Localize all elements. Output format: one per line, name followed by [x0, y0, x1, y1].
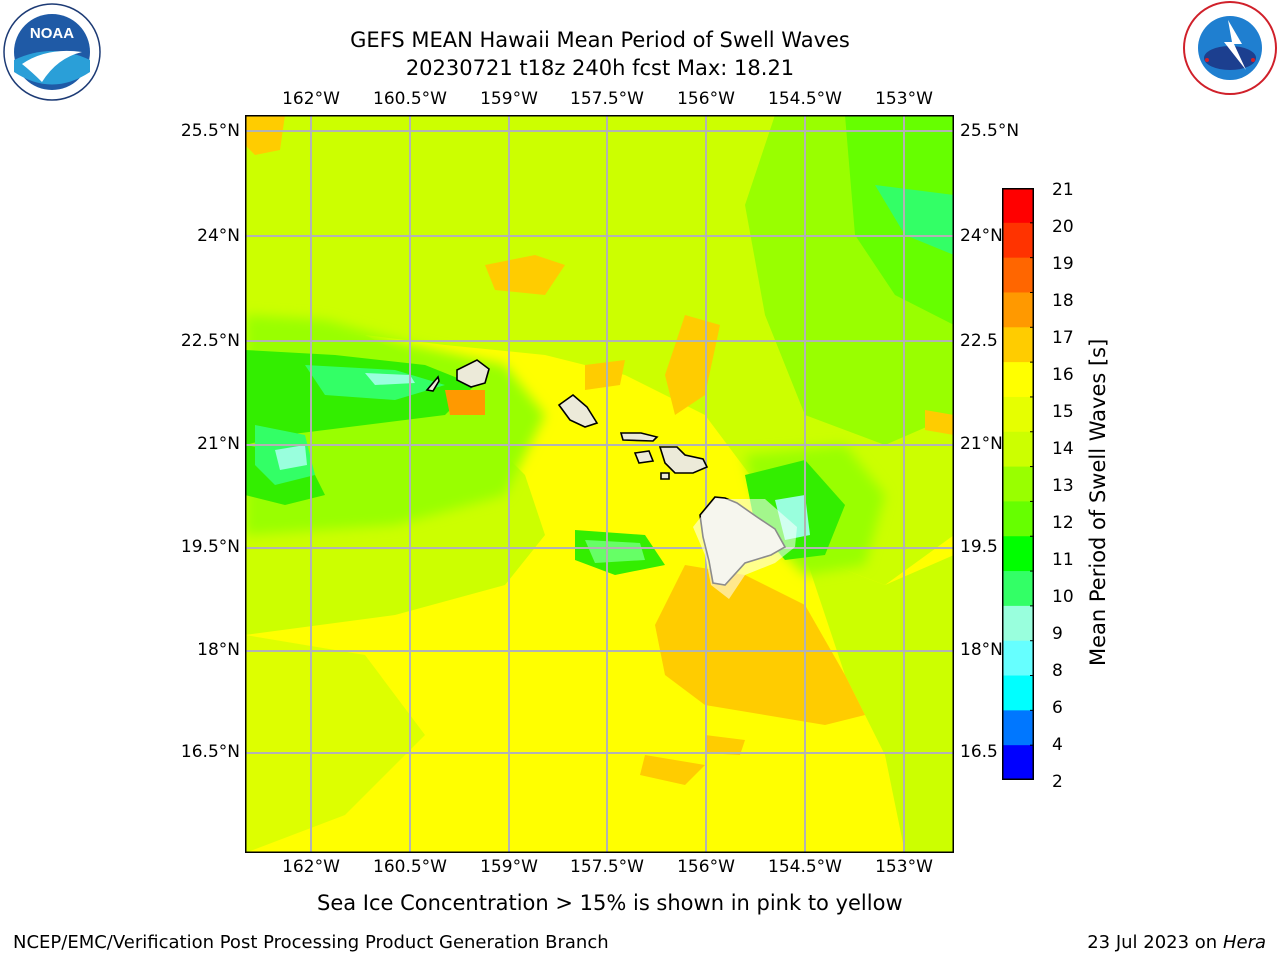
- lon-label-bottom: 159°W: [480, 857, 538, 877]
- island-lanai: [633, 450, 655, 464]
- field-region-11s: [875, 185, 954, 255]
- lon-label-bottom: 162°W: [282, 857, 340, 877]
- lat-label-left: 16.5°N: [180, 742, 240, 762]
- colorbar-tick-label: 10: [1052, 587, 1074, 607]
- colorbar-swatch: [1002, 675, 1034, 711]
- colorbar-tick-label: 14: [1052, 439, 1074, 459]
- field-region-10s: [365, 373, 415, 385]
- lon-label-bottom: 157.5°W: [570, 857, 644, 877]
- colorbar-swatch: [1002, 710, 1034, 746]
- lon-label-bottom: 156°W: [677, 857, 735, 877]
- lat-label-left: 21°N: [197, 434, 240, 454]
- colorbar-tick-label: 8: [1052, 661, 1063, 681]
- lon-label-bottom: 153°W: [875, 857, 933, 877]
- colorbar-swatch: [1002, 257, 1034, 293]
- colorbar-tick-label: 15: [1052, 402, 1074, 422]
- lon-label-bottom: 154.5°W: [768, 857, 842, 877]
- field-region-16s: [655, 565, 865, 725]
- island-molokai: [619, 432, 659, 442]
- colorbar-swatch: [1002, 536, 1034, 572]
- colorbar-swatch: [1002, 571, 1034, 607]
- lon-label-top: 157.5°W: [570, 89, 644, 109]
- field-region-16s: [445, 390, 485, 415]
- lon-label-bottom: 160.5°W: [373, 857, 447, 877]
- svg-text:NOAA: NOAA: [30, 25, 74, 42]
- footer-credit: NCEP/EMC/Verification Post Processing Pr…: [13, 932, 609, 953]
- field-region-16s: [585, 360, 625, 390]
- field-region-16s: [245, 115, 285, 155]
- map-title: GEFS MEAN Hawaii Mean Period of Swell Wa…: [350, 28, 850, 52]
- island-kahoolawe: [660, 472, 670, 480]
- colorbar-swatch: [1002, 605, 1034, 642]
- field-region-14s: [805, 555, 954, 853]
- colorbar-swatch: [1002, 396, 1034, 433]
- field-region-16s: [925, 410, 954, 435]
- footer-date: 23 Jul 2023 on Hera: [1087, 932, 1266, 953]
- colorbar-swatch: [1002, 466, 1034, 502]
- footer-machine: Hera: [1222, 932, 1266, 953]
- colorbar-tick-label: 2: [1052, 772, 1063, 792]
- field-region-11s: [585, 540, 645, 563]
- island-oahu: [557, 393, 599, 428]
- colorbar-swatch: [1002, 292, 1034, 328]
- colorbar-title: Mean Period of Swell Waves [s]: [1086, 338, 1110, 666]
- swell-period-map: [245, 115, 954, 853]
- lat-label-right: 21°N: [960, 434, 1003, 454]
- colorbar-tick-label: 17: [1052, 328, 1074, 348]
- lon-label-top: 160.5°W: [373, 89, 447, 109]
- colorbar-swatch: [1002, 362, 1034, 398]
- colorbar-tick-label: 13: [1052, 476, 1074, 496]
- lat-label-left: 24°N: [197, 226, 240, 246]
- lon-label-top: 153°W: [875, 89, 933, 109]
- island-kauai: [456, 359, 490, 388]
- field-region-10s: [275, 445, 307, 470]
- lat-label-right: 19.5: [960, 537, 998, 557]
- lat-label-left: 22.5°N: [180, 331, 240, 351]
- island-niihau: [425, 375, 440, 392]
- colorbar-tick-label: 20: [1052, 217, 1074, 237]
- colorbar-tick-label: 18: [1052, 291, 1074, 311]
- colorbar-tick-label: 12: [1052, 513, 1074, 533]
- lon-label-top: 159°W: [480, 89, 538, 109]
- graticule: [245, 115, 954, 853]
- field-region-16s: [485, 255, 565, 295]
- lon-label-top: 162°W: [282, 89, 340, 109]
- nws-logo: [1180, 0, 1280, 100]
- colorbar-tick-label: 19: [1052, 254, 1074, 274]
- field-region-16s: [705, 735, 745, 755]
- colorbar-tick-label: 9: [1052, 624, 1063, 644]
- map-subtitle: 20230721 t18z 240h fcst Max: 18.21: [405, 56, 795, 80]
- footer-date-text: 23 Jul 2023 on: [1087, 932, 1223, 953]
- lon-label-top: 154.5°W: [768, 89, 842, 109]
- colorbar-tick-label: 21: [1052, 180, 1074, 200]
- lat-label-right: 22.5: [960, 331, 998, 351]
- colorbar-tick-label: 16: [1052, 365, 1074, 385]
- lat-label-left: 19.5°N: [180, 537, 240, 557]
- colorbar-tick-label: 11: [1052, 550, 1074, 570]
- field-region-14s: [245, 635, 425, 853]
- colorbar-swatch: [1002, 501, 1034, 537]
- colorbar-tick-label: 6: [1052, 698, 1063, 718]
- lat-label-left: 18°N: [197, 640, 240, 660]
- colorbar-tick-label: 4: [1052, 735, 1063, 755]
- colorbar-swatch: [1002, 745, 1034, 780]
- colorbar-swatch: [1002, 431, 1034, 468]
- colorbar-swatch: [1002, 222, 1034, 259]
- lat-label-right: 24°N: [960, 226, 1003, 246]
- colorbar-swatch: [1002, 640, 1034, 677]
- lon-label-top: 156°W: [677, 89, 735, 109]
- sea-ice-note: Sea Ice Concentration > 15% is shown in …: [317, 891, 903, 915]
- lat-label-right: 25.5°N: [960, 121, 1020, 141]
- lat-label-right: 16.5: [960, 742, 998, 762]
- noaa-logo: NOAA: [2, 2, 102, 102]
- coastal-mask: [693, 499, 797, 599]
- island-maui: [658, 446, 709, 474]
- field-region-16s: [640, 755, 705, 785]
- colorbar-swatch: [1002, 188, 1034, 224]
- lat-label-left: 25.5°N: [180, 121, 240, 141]
- lat-label-right: 18°N: [960, 640, 1003, 660]
- colorbar: [1002, 188, 1034, 780]
- colorbar-swatch: [1002, 327, 1034, 363]
